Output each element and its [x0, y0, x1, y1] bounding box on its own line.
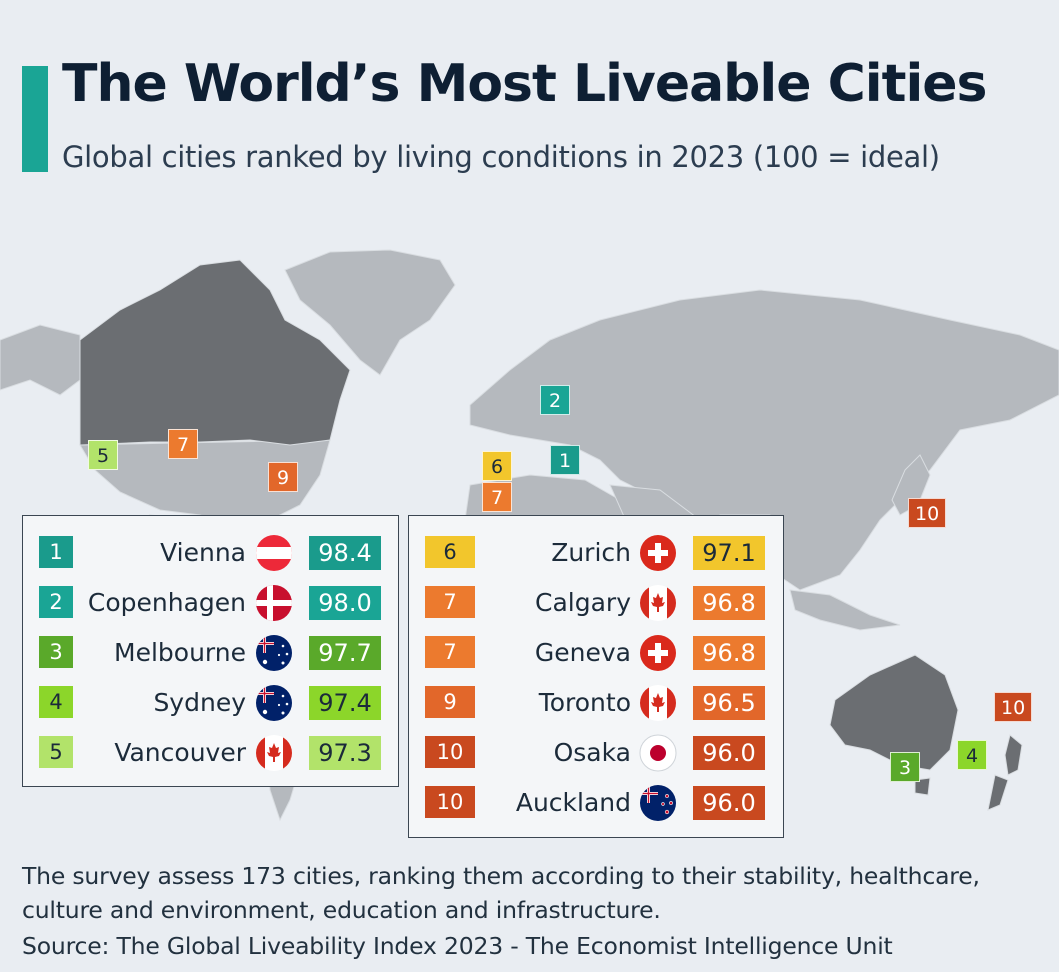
ranking-row: 9 Toronto 96.5 [409, 684, 783, 722]
ranking-row: 10 Osaka 96.0 [409, 734, 783, 772]
canada-flag-icon [640, 685, 676, 721]
map-marker-vancouver: 5 [88, 440, 118, 470]
rankings-panel-right: 6 Zurich 97.1 7 Calgary 96.8 7 Geneva 96… [408, 515, 784, 838]
switzerland-flag-icon [640, 635, 676, 671]
description-line-1: The survey assess 173 cities, ranking th… [22, 862, 980, 890]
score-value: 96.8 [693, 586, 765, 620]
rank-badge: 7 [425, 636, 475, 668]
page-subtitle: Global cities ranked by living condition… [62, 140, 940, 174]
ranking-row: 4 Sydney 97.4 [23, 684, 398, 722]
ranking-row: 7 Calgary 96.8 [409, 584, 783, 622]
city-name: Vienna [160, 538, 246, 567]
score-value: 96.0 [693, 736, 765, 770]
rank-badge: 6 [425, 536, 475, 568]
city-name: Toronto [538, 688, 631, 717]
canada-flag-icon [256, 735, 292, 771]
title-accent-bar [22, 66, 48, 172]
city-name: Osaka [553, 738, 631, 767]
land-australia [829, 654, 959, 771]
score-value: 97.7 [309, 636, 381, 670]
score-value: 98.0 [309, 586, 381, 620]
rank-badge: 2 [39, 586, 73, 618]
new-zealand-flag-icon [640, 785, 676, 821]
score-value: 97.4 [309, 686, 381, 720]
map-marker-toronto: 9 [268, 462, 298, 492]
ranking-row: 10 Auckland 96.0 [409, 784, 783, 822]
city-name: Melbourne [114, 638, 246, 667]
land-greenland [284, 249, 456, 376]
city-name: Geneva [534, 638, 631, 667]
score-value: 96.0 [693, 786, 765, 820]
australia-flag-icon [256, 635, 292, 671]
map-marker-zurich: 6 [482, 451, 512, 481]
switzerland-flag-icon [640, 535, 676, 571]
land-indonesia [789, 589, 901, 631]
score-value: 96.8 [693, 636, 765, 670]
rankings-panel-left: 1 Vienna 98.4 2 Copenhagen 98.0 3 Melbou… [22, 515, 399, 787]
map-marker-sydney: 4 [957, 740, 987, 770]
australia-flag-icon [256, 685, 292, 721]
rank-badge: 10 [425, 786, 475, 818]
score-value: 97.1 [693, 536, 765, 570]
description-line-2: culture and environment, education and i… [22, 896, 661, 924]
map-marker-melbourne: 3 [890, 752, 920, 782]
map-marker-vienna: 1 [550, 445, 580, 475]
rank-badge: 9 [425, 686, 475, 718]
city-name: Calgary [535, 588, 631, 617]
rank-badge: 5 [39, 736, 73, 768]
city-name: Zurich [551, 538, 631, 567]
score-value: 97.3 [309, 736, 381, 770]
city-name: Sydney [153, 688, 246, 717]
map-marker-copenhagen: 2 [540, 385, 570, 415]
ranking-row: 2 Copenhagen 98.0 [23, 584, 398, 622]
denmark-flag-icon [256, 585, 292, 621]
map-marker-auckland: 10 [994, 692, 1033, 722]
map-marker-geneva: 7 [482, 482, 512, 512]
land-new-zealand-south [987, 774, 1009, 811]
rank-badge: 7 [425, 586, 475, 618]
source-text: Source: The Global Liveability Index 202… [22, 932, 893, 960]
ranking-row: 5 Vancouver 97.3 [23, 734, 398, 772]
score-value: 98.4 [309, 536, 381, 570]
map-marker-calgary: 7 [168, 429, 198, 459]
city-name: Copenhagen [87, 588, 246, 617]
canada-flag-icon [640, 585, 676, 621]
japan-flag-icon [639, 734, 677, 772]
page-title: The World’s Most Liveable Cities [62, 54, 987, 114]
map-marker-osaka: 10 [908, 498, 947, 528]
score-value: 96.5 [693, 686, 765, 720]
city-name: Auckland [515, 788, 631, 817]
ranking-row: 7 Geneva 96.8 [409, 634, 783, 672]
ranking-row: 1 Vienna 98.4 [23, 534, 398, 572]
rank-badge: 1 [39, 536, 73, 568]
austria-flag-icon [256, 535, 292, 571]
ranking-row: 6 Zurich 97.1 [409, 534, 783, 572]
land-tasmania [914, 777, 931, 796]
land-alaska [0, 324, 81, 396]
rank-badge: 3 [39, 636, 73, 668]
land-new-zealand-north [1004, 734, 1023, 776]
rank-badge: 10 [425, 736, 475, 768]
ranking-row: 3 Melbourne 97.7 [23, 634, 398, 672]
city-name: Vancouver [114, 738, 246, 767]
rank-badge: 4 [39, 686, 73, 718]
